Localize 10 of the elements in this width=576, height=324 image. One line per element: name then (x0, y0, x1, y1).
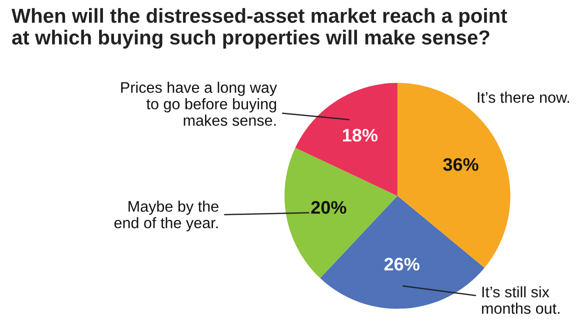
slice-label: Maybe by the end of the year. (114, 200, 218, 232)
chart-title: When will the distressed-asset market reach a point at which buying such properties will make sense? (12, 8, 508, 49)
data-label: 26% (384, 258, 420, 271)
slice-label: It’s there now. (478, 92, 570, 103)
data-label: 36% (443, 158, 478, 171)
data-label: 20% (311, 201, 346, 214)
pie-slice (295, 82, 398, 196)
slice-label: It’s still six months out. (482, 286, 560, 314)
slice-label: Prices have a long way to go before buying makes sense. (121, 82, 278, 126)
data-label: 18% (342, 128, 378, 142)
